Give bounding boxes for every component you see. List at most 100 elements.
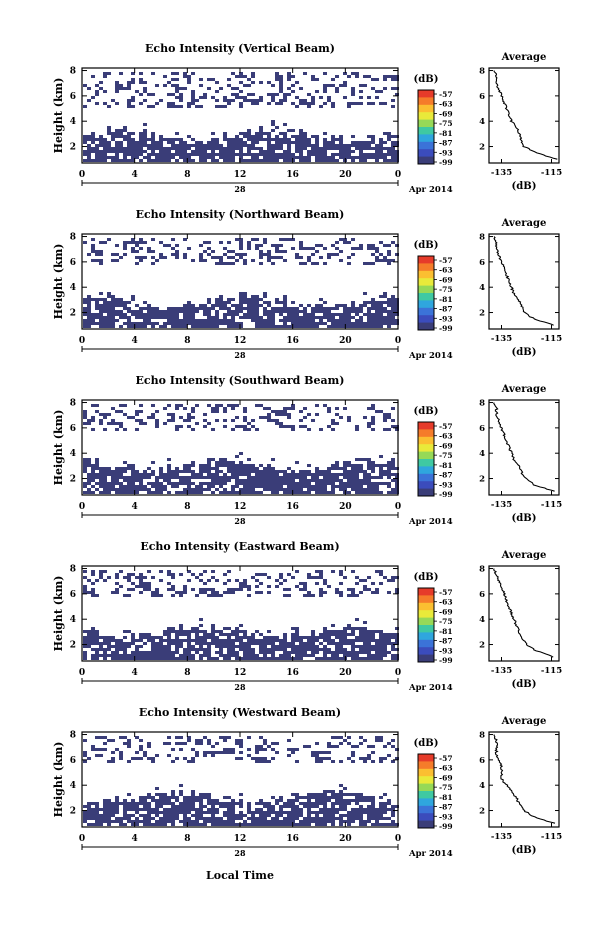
- echo-cell: [115, 81, 119, 84]
- echo-cell: [283, 150, 287, 153]
- echo-cell: [351, 657, 355, 660]
- echo-cell: [195, 799, 199, 802]
- echo-cell: [303, 745, 307, 748]
- echo-cell: [167, 645, 171, 648]
- echo-cell: [315, 814, 319, 817]
- echo-cell: [287, 319, 291, 322]
- echo-cell: [395, 591, 399, 594]
- echo-cell: [343, 636, 347, 639]
- echo-cell: [115, 87, 119, 90]
- echo-cell: [83, 645, 87, 648]
- echo-cell: [383, 802, 387, 805]
- echo-cell: [91, 802, 95, 805]
- echo-cell: [331, 467, 335, 470]
- echo-cell: [191, 476, 195, 479]
- echo-cell: [335, 799, 339, 802]
- echo-cell: [355, 654, 359, 657]
- echo-cell: [203, 633, 207, 636]
- echo-cell: [179, 633, 183, 636]
- echo-cell: [231, 298, 235, 301]
- echo-cell: [327, 319, 331, 322]
- echo-cell: [371, 147, 375, 150]
- echo-cell: [319, 642, 323, 645]
- echo-cell: [223, 748, 227, 751]
- echo-cell: [267, 585, 271, 588]
- colorbar-frame: [417, 255, 435, 331]
- y-tick-label: 6: [70, 424, 76, 434]
- echo-cell: [175, 307, 179, 310]
- echo-cell: [103, 319, 107, 322]
- echo-cell: [243, 654, 247, 657]
- echo-cell: [331, 624, 335, 627]
- echo-cell: [287, 739, 291, 742]
- echo-cell: [195, 754, 199, 757]
- echo-cell: [175, 467, 179, 470]
- echo-cell: [183, 153, 187, 156]
- echo-cell: [327, 585, 331, 588]
- echo-cell: [263, 802, 267, 805]
- echo-cell: [95, 802, 99, 805]
- echo-cell: [139, 241, 143, 244]
- echo-cell: [235, 651, 239, 654]
- echo-cell: [247, 648, 251, 651]
- echo-cell: [347, 156, 351, 159]
- echo-cell: [227, 802, 231, 805]
- echo-cell: [103, 476, 107, 479]
- echo-cell: [379, 802, 383, 805]
- echo-cell: [107, 805, 111, 808]
- echo-cell: [387, 470, 391, 473]
- echo-cell: [275, 579, 279, 582]
- y-tick-label: 8: [70, 233, 76, 243]
- average-profile-line: [493, 402, 555, 492]
- echo-cell: [171, 796, 175, 799]
- echo-cell: [303, 135, 307, 138]
- echo-cell: [91, 814, 95, 817]
- echo-cell: [239, 479, 243, 482]
- echo-cell: [147, 319, 151, 322]
- echo-cell: [103, 488, 107, 491]
- echo-cell: [271, 316, 275, 319]
- echo-cell: [247, 428, 251, 431]
- echo-cell: [95, 93, 99, 96]
- echo-cell: [303, 262, 307, 265]
- echo-cell: [283, 657, 287, 660]
- echo-cell: [279, 823, 283, 826]
- echo-cell: [351, 488, 355, 491]
- echo-cell: [303, 582, 307, 585]
- echo-cell: [111, 482, 115, 485]
- echo-cell: [387, 817, 391, 820]
- echo-cell: [367, 811, 371, 814]
- echo-cell: [247, 159, 251, 162]
- echo-cell: [227, 470, 231, 473]
- echo-cell: [139, 639, 143, 642]
- echo-cell: [387, 153, 391, 156]
- echo-cell: [291, 639, 295, 642]
- echo-cell: [291, 793, 295, 796]
- echo-cell: [387, 808, 391, 811]
- echo-cell: [95, 147, 99, 150]
- echo-cell: [207, 464, 211, 467]
- echo-cell: [319, 470, 323, 473]
- colorbar-segment: [418, 761, 434, 770]
- echo-cell: [283, 651, 287, 654]
- echo-cell: [175, 636, 179, 639]
- echo-cell: [131, 476, 135, 479]
- echo-cell: [395, 304, 399, 307]
- echo-cell: [203, 648, 207, 651]
- echo-cell: [139, 150, 143, 153]
- echo-cell: [359, 757, 363, 760]
- echo-cell: [319, 802, 323, 805]
- echo-cell: [175, 814, 179, 817]
- echo-cell: [147, 93, 151, 96]
- echo-cell: [187, 823, 191, 826]
- echo-cell: [87, 325, 91, 328]
- echo-cell: [311, 307, 315, 310]
- echo-cell: [295, 793, 299, 796]
- echo-cell: [335, 319, 339, 322]
- echo-cell: [155, 422, 159, 425]
- echo-cell: [231, 751, 235, 754]
- echo-cell: [87, 461, 91, 464]
- echo-cell: [151, 808, 155, 811]
- echo-cell: [275, 153, 279, 156]
- echo-cell: [359, 156, 363, 159]
